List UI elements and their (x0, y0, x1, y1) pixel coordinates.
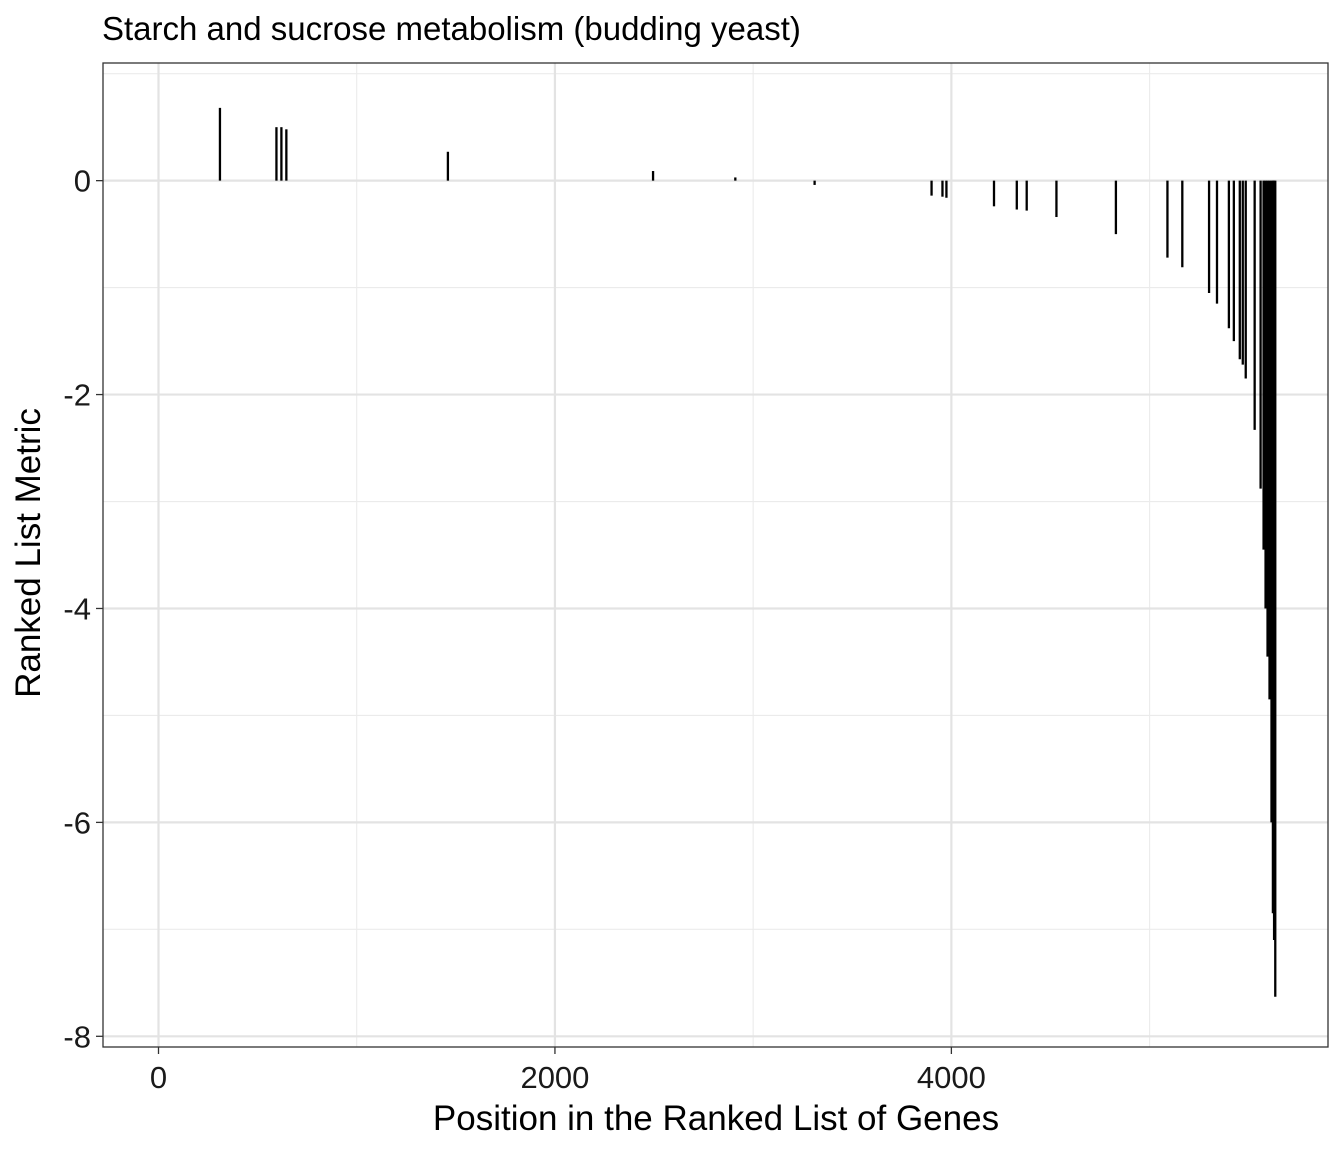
bar-series (218, 107, 1277, 997)
x-tick-label: 4000 (917, 1060, 986, 1095)
y-tick-label: -4 (63, 591, 91, 626)
minor-gridlines (103, 63, 1328, 1047)
y-tick-label: -8 (63, 1019, 91, 1054)
y-tick-label: 0 (74, 164, 91, 199)
y-axis-title: Ranked List Metric (9, 408, 48, 698)
plot-panel (103, 63, 1328, 1047)
x-tick-label: 2000 (520, 1060, 589, 1095)
major-gridlines (103, 63, 1328, 1047)
y-tick-label: -2 (63, 378, 91, 413)
x-tick-label: 0 (150, 1060, 167, 1095)
y-tick-label: -6 (63, 805, 91, 840)
x-axis-title: Position in the Ranked List of Genes (433, 1099, 999, 1138)
x-axis: 0 2000 4000 (150, 1047, 986, 1095)
chart-title: Starch and sucrose metabolism (budding y… (102, 10, 801, 47)
plot-panel-border (102, 62, 1329, 1048)
y-axis: 0 -2 -4 -6 -8 (63, 164, 103, 1054)
